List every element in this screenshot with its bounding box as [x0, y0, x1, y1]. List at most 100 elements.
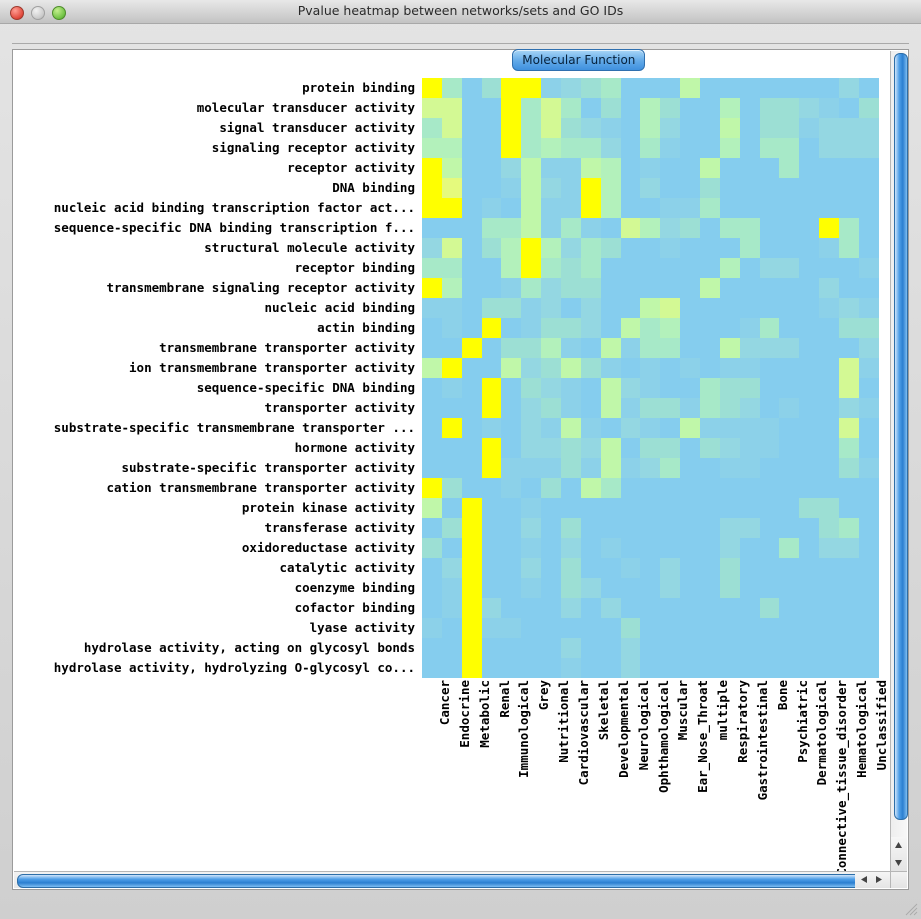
heatmap-cell[interactable]	[819, 158, 840, 178]
heatmap-cell[interactable]	[620, 498, 641, 518]
heatmap-cell[interactable]	[779, 98, 800, 118]
heatmap-cell[interactable]	[739, 518, 760, 538]
heatmap-cell[interactable]	[422, 518, 442, 538]
heatmap-cell[interactable]	[759, 158, 780, 178]
heatmap-cell[interactable]	[819, 378, 840, 398]
heatmap-cell[interactable]	[481, 478, 502, 498]
heatmap-cell[interactable]	[799, 498, 820, 518]
heatmap-cell[interactable]	[640, 278, 661, 298]
heatmap-cell[interactable]	[839, 538, 859, 558]
heatmap-cell[interactable]	[700, 238, 720, 258]
heatmap-cell[interactable]	[700, 278, 720, 298]
heatmap-cell[interactable]	[819, 458, 840, 478]
heatmap-cell[interactable]	[461, 458, 482, 478]
heatmap-cell[interactable]	[541, 338, 562, 358]
heatmap-cell[interactable]	[839, 578, 859, 598]
heatmap-cell[interactable]	[600, 298, 621, 318]
heatmap-cell[interactable]	[501, 78, 522, 98]
heatmap-cell[interactable]	[839, 378, 859, 398]
heatmap-cell[interactable]	[481, 418, 502, 438]
heatmap-cell[interactable]	[819, 518, 840, 538]
heatmap-cell[interactable]	[461, 198, 482, 218]
heatmap-cell[interactable]	[481, 578, 502, 598]
heatmap-cell[interactable]	[422, 258, 442, 278]
heatmap-cell[interactable]	[739, 458, 760, 478]
heatmap-cell[interactable]	[461, 138, 482, 158]
heatmap-cell[interactable]	[640, 498, 661, 518]
heatmap-cell[interactable]	[839, 358, 859, 378]
heatmap-cell[interactable]	[779, 178, 800, 198]
heatmap-cell[interactable]	[739, 538, 760, 558]
heatmap-cell[interactable]	[521, 238, 542, 258]
heatmap-cell[interactable]	[759, 498, 780, 518]
heatmap-cell[interactable]	[541, 538, 562, 558]
heatmap-cell[interactable]	[481, 138, 502, 158]
heatmap-cell[interactable]	[561, 298, 581, 318]
heatmap-cell[interactable]	[541, 518, 562, 538]
heatmap-cell[interactable]	[660, 638, 681, 658]
heatmap-cell[interactable]	[719, 418, 740, 438]
heatmap-cell[interactable]	[819, 138, 840, 158]
heatmap-cell[interactable]	[422, 78, 442, 98]
heatmap-cell[interactable]	[441, 318, 462, 338]
heatmap-cell[interactable]	[660, 398, 681, 418]
heatmap-cell[interactable]	[700, 198, 720, 218]
heatmap-cell[interactable]	[858, 258, 879, 278]
heatmap-cell[interactable]	[680, 258, 701, 278]
heatmap-cell[interactable]	[739, 358, 760, 378]
vertical-scrollbar[interactable]	[890, 51, 908, 854]
heatmap-cell[interactable]	[819, 178, 840, 198]
heatmap-cell[interactable]	[501, 238, 522, 258]
heatmap-cell[interactable]	[561, 118, 581, 138]
heatmap-cell[interactable]	[441, 618, 462, 638]
heatmap-cell[interactable]	[600, 518, 621, 538]
heatmap-cell[interactable]	[580, 238, 601, 258]
heatmap-cell[interactable]	[422, 198, 442, 218]
heatmap-cell[interactable]	[819, 98, 840, 118]
heatmap-cell[interactable]	[501, 538, 522, 558]
heatmap-cell[interactable]	[680, 78, 701, 98]
heatmap-cell[interactable]	[422, 558, 442, 578]
heatmap-cell[interactable]	[580, 438, 601, 458]
heatmap-cell[interactable]	[719, 618, 740, 638]
heatmap-cell[interactable]	[422, 298, 442, 318]
heatmap-cell[interactable]	[461, 298, 482, 318]
heatmap-cell[interactable]	[719, 478, 740, 498]
heatmap-cell[interactable]	[719, 158, 740, 178]
heatmap-cell[interactable]	[719, 258, 740, 278]
heatmap-cell[interactable]	[441, 178, 462, 198]
heatmap-cell[interactable]	[739, 118, 760, 138]
heatmap-cell[interactable]	[521, 318, 542, 338]
heatmap-cell[interactable]	[422, 658, 442, 678]
heatmap-cell[interactable]	[481, 558, 502, 578]
heatmap-cell[interactable]	[441, 338, 462, 358]
heatmap-cell[interactable]	[759, 238, 780, 258]
heatmap-cell[interactable]	[541, 618, 562, 638]
heatmap-cell[interactable]	[501, 358, 522, 378]
heatmap-cell[interactable]	[640, 98, 661, 118]
heatmap-cell[interactable]	[620, 638, 641, 658]
heatmap-cell[interactable]	[739, 658, 760, 678]
heatmap-cell[interactable]	[620, 238, 641, 258]
heatmap-cell[interactable]	[819, 278, 840, 298]
heatmap-cell[interactable]	[620, 438, 641, 458]
heatmap-cell[interactable]	[561, 398, 581, 418]
heatmap-cell[interactable]	[779, 78, 800, 98]
heatmap-cell[interactable]	[501, 318, 522, 338]
heatmap-cell[interactable]	[700, 418, 720, 438]
heatmap-cell[interactable]	[541, 638, 562, 658]
heatmap-cell[interactable]	[620, 618, 641, 638]
heatmap-cell[interactable]	[839, 178, 859, 198]
heatmap-cell[interactable]	[799, 198, 820, 218]
heatmap-cell[interactable]	[501, 518, 522, 538]
heatmap-cell[interactable]	[461, 598, 482, 618]
heatmap-cell[interactable]	[719, 198, 740, 218]
heatmap-cell[interactable]	[501, 338, 522, 358]
heatmap-cell[interactable]	[561, 158, 581, 178]
heatmap-cell[interactable]	[660, 118, 681, 138]
heatmap-cell[interactable]	[660, 78, 681, 98]
heatmap-cell[interactable]	[680, 118, 701, 138]
heatmap-cell[interactable]	[461, 418, 482, 438]
heatmap-cell[interactable]	[441, 278, 462, 298]
heatmap-cell[interactable]	[739, 278, 760, 298]
